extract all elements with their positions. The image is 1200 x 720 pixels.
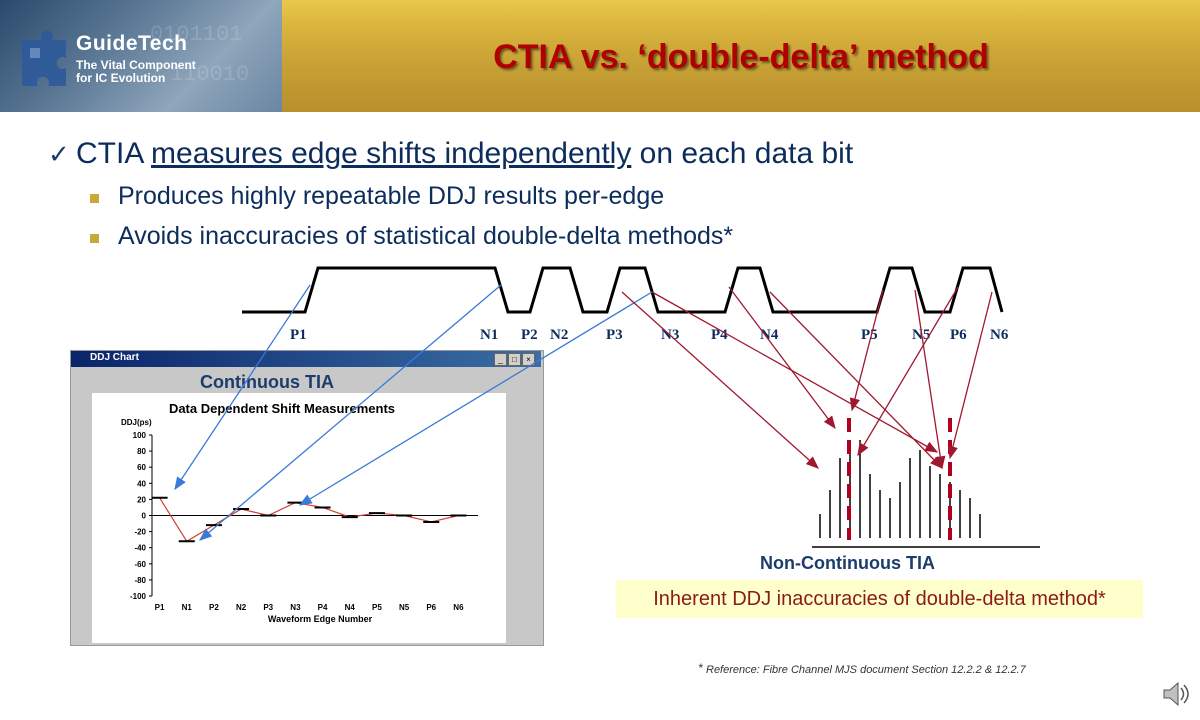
x-tick-label: P2 (209, 603, 219, 612)
x-tick-label: P6 (426, 603, 436, 612)
y-tick-label: 60 (137, 463, 146, 472)
ddj-window-titlebar[interactable] (71, 351, 541, 367)
maximize-icon[interactable]: □ (508, 353, 521, 366)
edge-label-p1: P1 (290, 327, 307, 343)
y-tick-label: -60 (134, 560, 146, 569)
logo-tagline-1: The Vital Component (76, 58, 196, 72)
y-tick-label: 0 (142, 512, 147, 521)
edge-label-p3: P3 (606, 327, 623, 343)
sub-bullet-1: Produces highly repeatable DDJ results p… (118, 182, 665, 210)
x-tick-label: P4 (318, 603, 328, 612)
edge-label-n1: N1 (480, 327, 499, 343)
edge-label-n4: N4 (760, 327, 779, 343)
blue-arrows (174, 284, 653, 541)
slide-title: CTIA vs. ‘double-delta’ method (493, 38, 989, 76)
y-tick-label: -40 (134, 544, 146, 553)
minimize-icon[interactable]: _ (494, 353, 507, 366)
x-tick-label: N3 (290, 603, 301, 612)
y-tick-label: -100 (130, 592, 147, 601)
x-tick-label: P3 (263, 603, 273, 612)
edge-label-p6: P6 (950, 327, 967, 343)
title-band (282, 0, 1200, 112)
ddj-window-title: DDJ Chart (90, 352, 139, 363)
y-tick-label: 40 (137, 479, 146, 488)
edge-label-n2: N2 (550, 327, 569, 343)
inaccuracy-note: Inherent DDJ inaccuracies of double-delt… (653, 588, 1106, 610)
x-tick-label: P1 (155, 603, 165, 612)
non-continuous-tia-label: Non-Continuous TIA (760, 553, 935, 573)
main-bullet-underlined: measures edge shifts independently (151, 137, 632, 170)
edge-label-p4: P4 (711, 327, 728, 343)
y-tick-label: 20 (137, 495, 146, 504)
y-tick-label: -20 (134, 528, 146, 537)
reference-note: Reference: Fibre Channel MJS document Se… (706, 664, 1026, 676)
x-tick-label: N6 (453, 603, 464, 612)
svg-text:110010: 110010 (170, 62, 249, 87)
logo-panel: 0101101 110010 (0, 0, 282, 112)
close-icon[interactable]: × (522, 353, 535, 366)
x-tick-label: N4 (345, 603, 356, 612)
svg-text:0101101: 0101101 (150, 22, 242, 47)
x-tick-label: N5 (399, 603, 410, 612)
logo-tagline-2: for IC Evolution (76, 71, 166, 85)
x-tick-label: N2 (236, 603, 247, 612)
logo-wordmark: GuideTech (76, 32, 188, 55)
y-tick-label: -80 (134, 576, 146, 585)
y-tick-label: 100 (133, 431, 147, 440)
bullet-square-icon (90, 194, 99, 203)
red-arrows (621, 286, 993, 470)
edge-label-p5: P5 (861, 327, 878, 343)
speaker-icon[interactable] (1160, 678, 1192, 710)
x-tick-label: N1 (182, 603, 193, 612)
main-bullet-prefix: CTIA (76, 137, 152, 170)
edge-label-p2: P2 (521, 327, 538, 343)
data-waveform (242, 266, 1004, 314)
chart-x-axis-label: Waveform Edge Number (268, 614, 373, 624)
chart-plot-area (92, 393, 506, 643)
inaccuracy-note-box (616, 580, 1143, 618)
sub-bullet-2: Avoids inaccuracies of statistical doubl… (118, 222, 734, 250)
main-bullet: CTIA measures edge shifts independently … (76, 137, 853, 171)
checkmark-icon: ✓ (48, 139, 70, 169)
continuous-tia-label: Continuous TIA (200, 372, 334, 392)
puzzle-logo-icon: 0101101 110010 (22, 22, 249, 87)
x-tick-label: P5 (372, 603, 382, 612)
bullet-square-icon (90, 234, 99, 243)
reference-star: * (698, 661, 703, 675)
chart-y-axis-label: DDJ(ps) (121, 418, 152, 427)
main-bullet-suffix: on each data bit (631, 137, 854, 170)
y-tick-label: 80 (137, 447, 146, 456)
edge-label-n6: N6 (990, 327, 1009, 343)
